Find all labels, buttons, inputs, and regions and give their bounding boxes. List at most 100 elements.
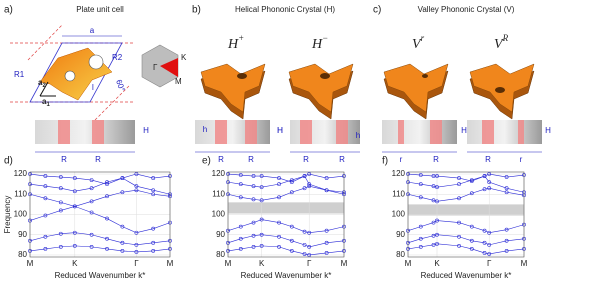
band-line	[29, 177, 171, 195]
band-point	[251, 174, 256, 178]
band-point	[431, 184, 436, 189]
band-point	[487, 252, 492, 256]
band-point	[105, 180, 109, 185]
x-tick-label: M	[167, 259, 174, 268]
band-point	[238, 173, 243, 177]
band-point	[58, 208, 63, 213]
band-point	[418, 236, 423, 241]
band-point	[72, 189, 77, 194]
band-point	[259, 232, 264, 237]
crystal-label: VR	[494, 33, 509, 52]
band-point	[307, 244, 312, 249]
band-point	[259, 174, 264, 178]
x-tick-label: Γ	[134, 259, 139, 268]
band-point	[277, 182, 281, 187]
band-point	[151, 192, 156, 197]
band-point	[435, 232, 439, 237]
band-point	[105, 216, 109, 221]
band-line	[407, 187, 525, 202]
crystal-model	[288, 63, 354, 120]
band-point	[307, 184, 312, 189]
band-point	[435, 174, 439, 178]
band-point	[302, 174, 307, 178]
band-point	[72, 176, 77, 180]
band-point	[89, 178, 94, 182]
band-point	[72, 230, 77, 235]
band-point	[259, 185, 264, 190]
dimension-label: R	[303, 155, 309, 164]
radius-label: R2	[112, 53, 123, 62]
band-line	[227, 245, 345, 256]
band-point	[238, 236, 243, 241]
band-point	[277, 176, 281, 180]
band-point	[259, 243, 264, 248]
vector-sub: 1	[46, 102, 50, 108]
band-point	[43, 247, 48, 251]
crystal-base: V	[494, 37, 504, 52]
vector-label: a2	[38, 78, 46, 88]
band-point	[134, 184, 139, 189]
crystal-model	[383, 63, 449, 120]
crystal-base: H	[311, 37, 323, 52]
panel-label: b)	[192, 5, 201, 16]
band-point	[251, 233, 256, 238]
y-tick-label: 100	[14, 210, 28, 219]
dimension-label: H	[277, 126, 283, 135]
y-tick-label: 100	[212, 210, 226, 219]
band-line	[407, 173, 525, 182]
band-point	[105, 194, 109, 199]
crystal-label: Vr	[412, 33, 425, 52]
x-axis-label: Reduced Wavenumber k*	[421, 271, 512, 280]
panel-label: c)	[373, 5, 381, 16]
band-point	[251, 197, 256, 202]
band-line	[407, 175, 525, 193]
band-point	[238, 182, 243, 187]
section-hole	[398, 120, 404, 144]
panel-title: Valley Phononic Crystal (V)	[418, 5, 515, 14]
band-point	[238, 224, 243, 229]
band-point	[457, 182, 461, 187]
band-gap	[408, 204, 524, 216]
band-point	[58, 175, 63, 179]
band-point	[302, 252, 307, 256]
band-point	[504, 227, 509, 232]
x-tick-label: M	[341, 259, 348, 268]
x-tick-label: K	[259, 259, 265, 268]
y-tick-label: 120	[392, 169, 406, 178]
band-point	[435, 218, 439, 223]
band-point	[504, 190, 509, 195]
x-tick-label: M	[225, 259, 232, 268]
x-tick-label: K	[72, 259, 78, 268]
dimension-label: R	[95, 155, 101, 164]
band-point	[324, 176, 329, 180]
y-tick-label: 90	[216, 230, 225, 239]
band-point	[418, 224, 423, 229]
y-tick-label: 110	[212, 189, 225, 198]
band-point	[72, 243, 77, 248]
band-point	[277, 244, 281, 249]
band-point	[58, 186, 63, 191]
band-point	[58, 200, 63, 205]
band-point	[482, 240, 487, 245]
band-point	[289, 224, 294, 229]
section-hole	[482, 120, 494, 144]
y-tick-label: 90	[396, 230, 405, 239]
x-tick-label: M	[27, 259, 34, 268]
band-point	[457, 243, 461, 248]
band-point	[431, 220, 436, 225]
band-point	[431, 242, 436, 247]
bz-label: K	[181, 53, 187, 62]
band-line	[29, 206, 171, 234]
band-point	[487, 242, 492, 247]
band-point	[151, 249, 156, 253]
vector-base: a	[38, 78, 43, 87]
band-point	[289, 238, 294, 243]
section-strip	[35, 120, 135, 144]
band-point	[469, 224, 474, 229]
band-line	[29, 173, 171, 185]
band-point	[120, 190, 125, 195]
vector-sub: 2	[42, 83, 46, 89]
band-point	[504, 249, 509, 253]
